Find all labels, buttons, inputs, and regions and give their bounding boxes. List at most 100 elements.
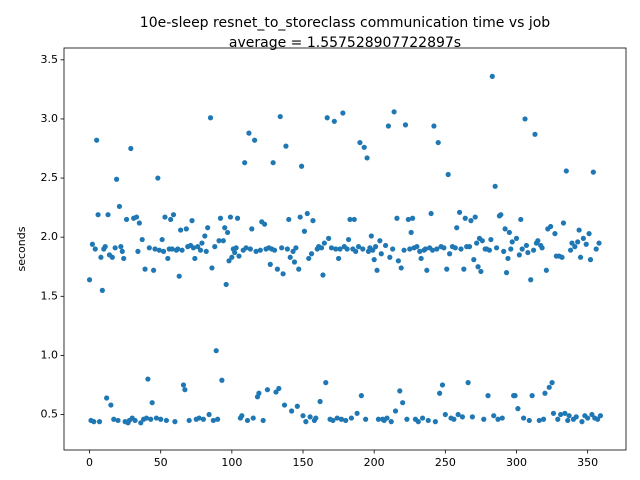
point [418, 255, 424, 262]
point [123, 216, 130, 223]
point [414, 244, 420, 250]
point [118, 244, 124, 250]
point [390, 246, 396, 252]
point [498, 212, 504, 218]
point [95, 212, 101, 218]
point [287, 254, 293, 260]
point [384, 415, 390, 421]
point [96, 419, 103, 425]
point [512, 393, 518, 399]
point [277, 113, 283, 120]
point [182, 387, 188, 393]
point [226, 258, 232, 264]
point [445, 171, 451, 178]
point [385, 123, 392, 129]
point [210, 417, 216, 424]
point [180, 382, 187, 388]
point [465, 380, 471, 386]
point [168, 216, 174, 223]
point [447, 251, 453, 257]
point [351, 216, 357, 223]
point [516, 252, 522, 258]
x-tick-label: 250 [435, 456, 456, 469]
point [224, 229, 231, 236]
point [434, 246, 440, 252]
point [585, 415, 591, 421]
point [239, 413, 245, 419]
point [392, 408, 399, 414]
point [155, 175, 161, 181]
point [330, 417, 336, 424]
point [586, 231, 592, 237]
point [190, 245, 197, 251]
point [296, 266, 302, 272]
point [378, 251, 384, 257]
point [502, 226, 508, 232]
point [486, 247, 493, 253]
point [162, 214, 168, 220]
point [142, 266, 148, 272]
point [203, 248, 209, 254]
point [222, 225, 228, 231]
point [364, 155, 370, 161]
point [116, 203, 123, 210]
point [199, 240, 205, 246]
point [368, 233, 374, 239]
point [109, 254, 115, 260]
point [298, 163, 305, 169]
point [462, 215, 468, 221]
point [402, 122, 409, 128]
point [343, 417, 349, 424]
point [186, 417, 192, 424]
point [590, 169, 596, 175]
point [179, 247, 185, 253]
point [548, 223, 554, 230]
y-tick-label: 1.0 [41, 348, 59, 361]
point [529, 393, 535, 399]
point [99, 287, 105, 293]
point [555, 416, 561, 422]
point [425, 417, 431, 424]
point [546, 384, 552, 390]
chart-title: 10e-sleep resnet_to_storeclass communica… [140, 15, 551, 31]
point [542, 390, 548, 396]
chart-subtitle: average = 1.557528907722897s [229, 35, 461, 51]
point [244, 417, 251, 424]
point [227, 214, 234, 220]
plot-frame [63, 47, 627, 451]
point [492, 183, 498, 189]
point [549, 380, 555, 386]
point [374, 267, 380, 273]
point [149, 400, 155, 406]
point [133, 214, 140, 220]
y-tick-label: 2.5 [41, 171, 59, 184]
point [334, 415, 340, 421]
point [522, 116, 528, 122]
point [318, 245, 325, 251]
point [572, 244, 578, 250]
point [317, 398, 323, 405]
point [247, 246, 253, 252]
point [293, 245, 299, 251]
point [183, 226, 189, 232]
point [419, 415, 426, 421]
point [355, 244, 362, 250]
point [353, 248, 359, 254]
point [139, 236, 145, 243]
point [113, 176, 120, 182]
point [257, 247, 263, 253]
point [577, 254, 584, 260]
point [328, 245, 335, 251]
point [536, 417, 542, 424]
point [519, 246, 525, 252]
point [102, 244, 108, 250]
point [560, 220, 567, 226]
point [284, 246, 290, 252]
point [158, 416, 164, 422]
point [409, 215, 416, 221]
x-tick-label: 150 [293, 456, 314, 469]
point [525, 249, 531, 256]
point [112, 245, 118, 251]
point [508, 246, 514, 252]
point [589, 411, 595, 418]
